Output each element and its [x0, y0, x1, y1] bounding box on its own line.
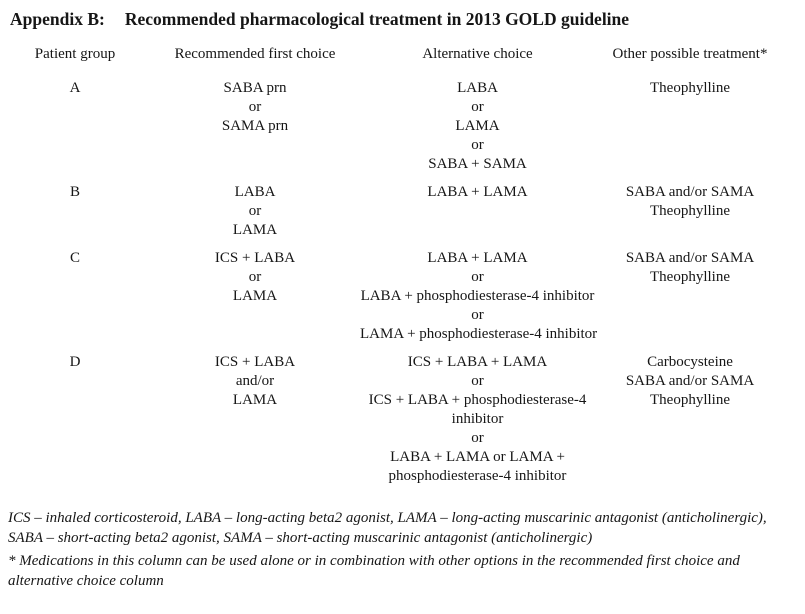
- first-choice-cell: ICS + LABA and/or LAMA: [150, 353, 360, 486]
- table-row: B LABA or LAMA LABA + LAMA SABA and/or SAMA Th…: [0, 183, 805, 240]
- treatment-line: ICS + LABA + LAMA: [407, 354, 548, 370]
- patient-group-cell: A: [0, 79, 150, 174]
- treatment-line: or: [471, 430, 484, 446]
- patient-group-cell: C: [0, 249, 150, 344]
- treatment-line: LAMA: [455, 118, 500, 134]
- table-header-row: Patient group Recommended first choice A…: [0, 45, 805, 64]
- treatment-line: ICS + LABA + phosphodiesterase-4: [368, 392, 587, 408]
- alternative-choice-cell: LABA + LAMA or LABA + phosphodiesterase-4 …: [360, 249, 598, 344]
- treatment-line: SABA + SAMA: [428, 156, 527, 172]
- treatment-line: SABA and/or SAMA: [625, 373, 755, 389]
- treatment-line: or: [471, 307, 484, 323]
- alternative-choice-cell: LABA or LAMA or SABA + SAMA: [360, 79, 595, 174]
- treatment-line: or: [248, 269, 262, 285]
- treatment-line: LAMA: [232, 288, 278, 304]
- treatment-line: SABA prn: [223, 80, 287, 96]
- treatment-line: LABA: [234, 184, 276, 200]
- footnote-line: alternative choice column: [8, 573, 164, 589]
- treatment-line: LABA + LAMA: [427, 250, 528, 266]
- treatment-line: Theophylline: [650, 269, 730, 285]
- treatment-line: or: [248, 203, 262, 219]
- appendix-label: Appendix B:: [10, 9, 105, 29]
- title-text: Recommended pharmacological treatment in…: [124, 9, 630, 29]
- treatment-line: LAMA + phosphodiesterase-4 inhibitor: [360, 326, 598, 342]
- other-treatment-cell: Carbocysteine SABA and/or SAMA Theophyllin…: [595, 353, 785, 486]
- other-treatment-cell: SABA and/or SAMA Theophylline: [595, 183, 785, 240]
- treatment-line: LABA: [457, 80, 498, 96]
- treatment-line: Theophylline: [650, 392, 730, 408]
- table-row: C ICS + LABA or LAMA LABA + LAMA or LABA + pho…: [0, 249, 805, 344]
- treatment-line: SABA and/or SAMA: [625, 250, 755, 266]
- footnote-line: ICS – inhaled corticosteroid, LABA – lon…: [8, 510, 767, 526]
- treatment-line: or: [471, 373, 484, 389]
- alternative-choice-cell: ICS + LABA + LAMA or ICS + LABA + phosphod…: [360, 353, 595, 486]
- treatment-line: LABA + LAMA: [427, 184, 528, 200]
- treatment-line: or: [471, 137, 484, 153]
- first-choice-cell: ICS + LABA or LAMA: [150, 249, 360, 344]
- treatment-line: ICS + LABA: [214, 250, 296, 266]
- table-row: A SABA prn or SAMA prn LABA or LAMA or SABA + SA…: [0, 79, 805, 174]
- treatment-line: B: [69, 184, 80, 200]
- treatment-line: LAMA: [232, 222, 278, 238]
- treatment-line: SABA and/or SAMA: [625, 184, 755, 200]
- treatment-table: Patient group Recommended first choice A…: [0, 45, 805, 486]
- treatment-line: inhibitor: [451, 411, 504, 427]
- treatment-line: or: [248, 99, 262, 115]
- header-other-treatment: Other possible treatment*: [612, 46, 768, 62]
- asterisk-footnote: * Medications in this column can be used…: [8, 551, 805, 591]
- footnotes-section: ICS – inhaled corticosteroid, LABA – lon…: [0, 508, 805, 591]
- first-choice-cell: LABA or LAMA: [150, 183, 360, 240]
- abbreviations-footnote: ICS – inhaled corticosteroid, LABA – lon…: [8, 508, 805, 548]
- treatment-line: and/or: [235, 373, 275, 389]
- treatment-line: D: [69, 354, 81, 370]
- first-choice-cell: SABA prn or SAMA prn: [150, 79, 360, 174]
- treatment-line: Carbocysteine: [647, 354, 733, 370]
- header-patient-group: Patient group: [34, 46, 116, 62]
- page-title: Appendix B: Recommended pharmacological t…: [0, 0, 805, 30]
- footnote-line: SABA – short-acting beta2 agonist, SAMA …: [8, 530, 593, 546]
- treatment-line: phosphodiesterase-4 inhibitor: [388, 468, 567, 484]
- header-first-choice: Recommended first choice: [174, 46, 336, 62]
- treatment-line: LABA + LAMA or LAMA +: [390, 449, 565, 465]
- treatment-line: LABA + phosphodiesterase-4 inhibitor: [360, 288, 595, 304]
- treatment-line: Theophylline: [650, 80, 730, 96]
- treatment-line: LAMA: [232, 392, 278, 408]
- treatment-line: or: [471, 269, 484, 285]
- header-alternative-choice: Alternative choice: [422, 46, 533, 62]
- table-row: D ICS + LABA and/or LAMA ICS + LABA + LAMA or…: [0, 353, 805, 486]
- other-treatment-cell: SABA and/or SAMA Theophylline: [595, 249, 785, 344]
- treatment-line: SAMA prn: [221, 118, 289, 134]
- patient-group-cell: D: [0, 353, 150, 486]
- treatment-line: C: [69, 250, 80, 266]
- table-body: A SABA prn or SAMA prn LABA or LAMA or SABA + SA…: [0, 79, 805, 486]
- treatment-line: Theophylline: [650, 203, 730, 219]
- treatment-line: ICS + LABA: [214, 354, 296, 370]
- alternative-choice-cell: LABA + LAMA: [360, 183, 595, 240]
- patient-group-cell: B: [0, 183, 150, 240]
- other-treatment-cell: Theophylline: [595, 79, 785, 174]
- treatment-line: A: [69, 80, 81, 96]
- footnote-line: * Medications in this column can be used…: [8, 553, 740, 569]
- treatment-line: or: [471, 99, 484, 115]
